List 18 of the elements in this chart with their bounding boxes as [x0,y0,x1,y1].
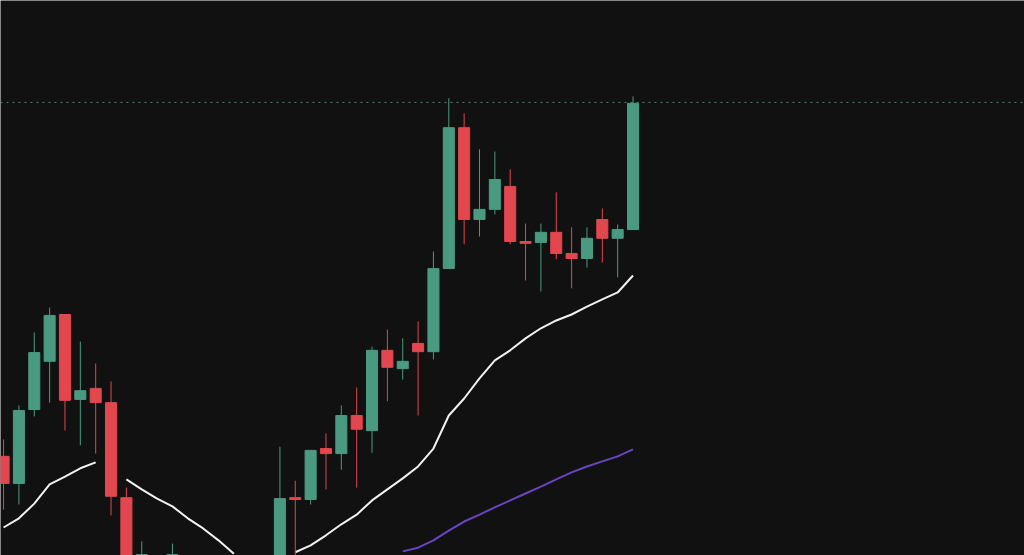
candlestick [289,480,302,555]
candlestick [396,337,409,381]
candlestick [550,191,563,260]
candlestick [74,341,87,446]
candlestick [319,432,332,490]
candlestick [565,226,578,289]
candlestick [412,320,425,416]
candlestick [350,386,363,489]
candlestick [519,223,532,282]
candlestick [381,329,394,402]
candlestick [89,363,102,455]
candlestick [135,540,148,555]
candlestick [534,223,547,293]
candlestick [611,224,624,278]
candlestick [166,543,179,555]
candlestick [596,207,609,264]
candlestick [473,148,486,237]
candlestick [580,226,593,269]
